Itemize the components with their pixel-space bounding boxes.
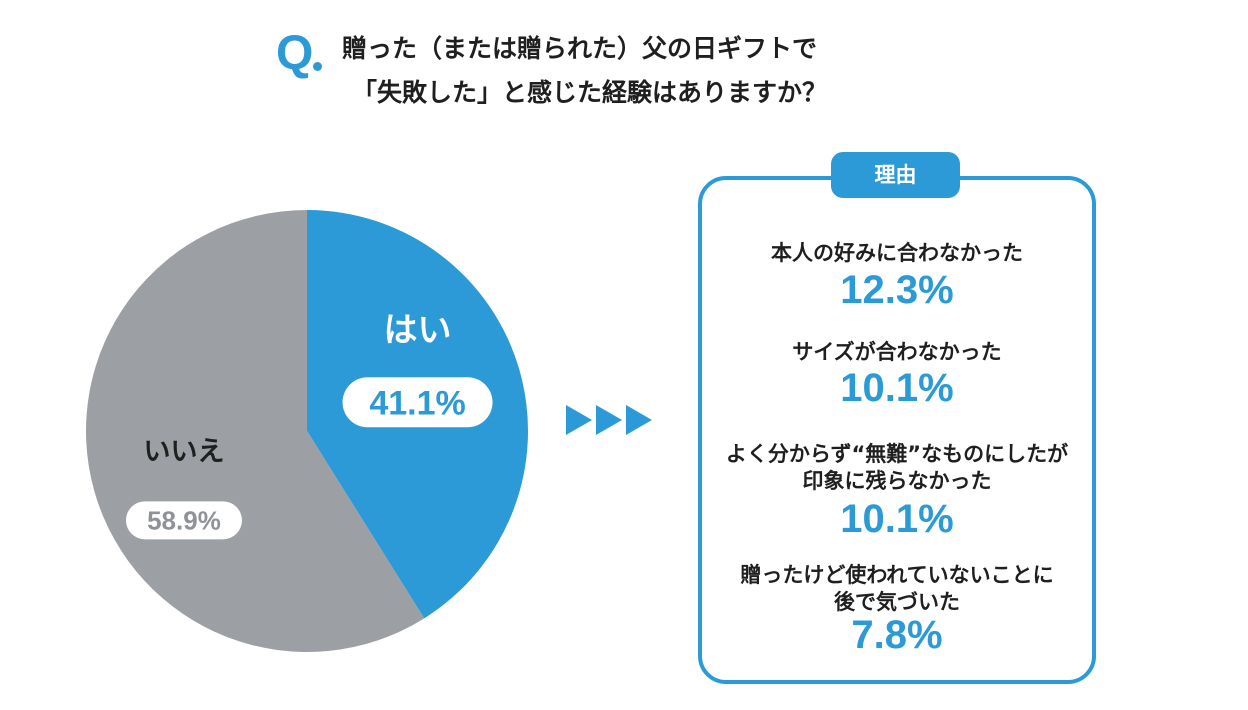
pie-value-yes: 41.1% bbox=[369, 384, 465, 422]
reason-label-4: 贈ったけど使われていないことに 後で気づいた bbox=[698, 562, 1096, 616]
reasons-header: 理由 bbox=[831, 152, 960, 198]
reason-value-4: 7.8% bbox=[851, 613, 943, 657]
pie-label-yes: はい bbox=[384, 310, 452, 350]
pie-slice-no bbox=[86, 210, 425, 652]
question-line-1: 贈った（または贈られた）父の日ギフトで bbox=[342, 34, 818, 63]
reason-value-1: 12.3% bbox=[840, 268, 954, 312]
pie-value-no: 58.9% bbox=[147, 505, 221, 535]
arrow-right-icon bbox=[626, 405, 652, 435]
pie-value-pill-no bbox=[125, 501, 242, 540]
question-mark-icon: Q bbox=[276, 27, 314, 80]
reason-label-1: 本人の好みに合わなかった bbox=[698, 240, 1096, 267]
reason-3-line-1: よく分からず“無難”なものにしたが bbox=[725, 442, 1069, 466]
arrow-right-icon bbox=[596, 405, 622, 435]
reason-value-2: 10.1% bbox=[840, 366, 954, 410]
reason-3-line-2: 印象に残らなかった bbox=[802, 469, 992, 493]
reason-label-3: よく分からず“無難”なものにしたが 印象に残らなかった bbox=[698, 441, 1096, 495]
pie-label-no: いいえ bbox=[143, 436, 224, 467]
reason-4-line-2: 後で気づいた bbox=[834, 590, 960, 614]
arrow-indicator bbox=[566, 405, 652, 435]
reason-value-3: 10.1% bbox=[840, 497, 954, 541]
question-line-2: 「失敗した」と感じた経験はありますか？ bbox=[352, 78, 828, 107]
reason-4-line-1: 贈ったけど使われていないことに bbox=[740, 563, 1054, 587]
reason-1-line-1: 本人の好みに合わなかった bbox=[771, 241, 1023, 265]
reason-label-2: サイズが合わなかった bbox=[698, 339, 1096, 366]
arrow-right-icon bbox=[566, 405, 592, 435]
pie-value-pill-yes bbox=[342, 377, 493, 428]
question-mark-dot bbox=[313, 62, 322, 71]
reason-2-line-1: サイズが合わなかった bbox=[792, 340, 1002, 364]
pie-chart: はい 41.1% いいえ 58.9% bbox=[86, 210, 529, 652]
